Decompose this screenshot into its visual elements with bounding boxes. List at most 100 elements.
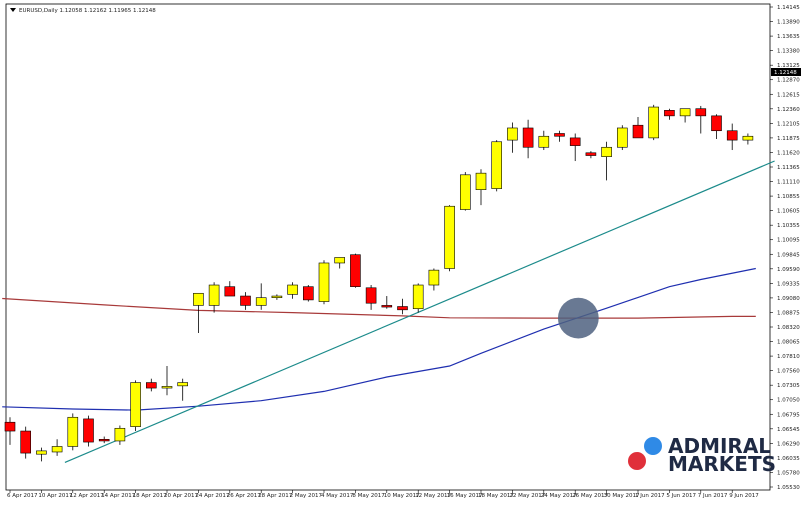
candle (98, 436, 110, 444)
candle-body (428, 269, 440, 286)
x-tick-label: 18 May 2017 (478, 493, 514, 499)
candle (255, 283, 267, 310)
candle-body (475, 172, 487, 190)
y-tick-label: 1.06795 (777, 412, 800, 418)
candle (616, 125, 628, 151)
candle-body (507, 127, 518, 141)
y-tick-label: 1.12870 (777, 78, 800, 84)
y-tick-label: 1.11620 (777, 150, 800, 156)
candle (4, 417, 16, 445)
candle-body (20, 430, 32, 454)
y-tick-label: 1.14145 (777, 5, 800, 11)
candle-body (4, 421, 16, 432)
candle-body (240, 295, 251, 306)
candle-body (255, 297, 267, 306)
x-tick-label: 1 Jun 2017 (635, 493, 665, 499)
candle-body (412, 284, 424, 310)
candle-body (161, 386, 173, 389)
candle (51, 439, 63, 456)
candle (350, 253, 361, 288)
candle (585, 151, 597, 159)
header-triangle-icon (10, 8, 16, 12)
y-tick-label: 1.13380 (777, 49, 800, 55)
candle (381, 296, 393, 309)
x-tick-label: 16 May 2017 (447, 493, 483, 499)
candle (648, 104, 660, 141)
candle (491, 140, 503, 192)
y-tick-label: 1.09845 (777, 252, 800, 258)
candle-body (271, 295, 283, 298)
candle (224, 281, 236, 297)
candle-body (538, 135, 550, 148)
candle-body (397, 306, 408, 311)
y-tick-label: 1.09335 (777, 281, 800, 287)
x-tick-label: 2 May 2017 (290, 493, 323, 499)
candle-body (365, 287, 377, 304)
candle (208, 282, 220, 313)
candle-body (459, 174, 471, 210)
price-label: 1.12148 (771, 68, 801, 76)
y-tick-label: 1.06035 (777, 456, 800, 462)
candle (459, 172, 471, 211)
x-tick-label: 9 Jun 2017 (729, 493, 759, 499)
candle-body (491, 141, 503, 189)
candle (114, 425, 126, 445)
y-tick-label: 1.10855 (777, 194, 800, 200)
y-tick-label: 1.12360 (777, 107, 800, 113)
x-tick-label: 26 Apr 2017 (227, 493, 262, 499)
y-tick-label: 1.09590 (777, 267, 800, 273)
candle (726, 123, 738, 151)
candle (20, 426, 32, 459)
x-tick-label: 26 May 2017 (572, 493, 608, 499)
candle (507, 122, 518, 153)
candle (36, 447, 47, 462)
candle (130, 380, 141, 432)
y-tick-label: 1.10605 (777, 209, 800, 215)
x-tick-label: 20 Apr 2017 (164, 493, 199, 499)
y-tick-label: 1.06290 (777, 441, 800, 447)
candle-body (287, 284, 298, 295)
candle (695, 105, 707, 134)
y-tick-label: 1.07560 (777, 369, 800, 375)
x-tick-label: 28 Apr 2017 (258, 493, 293, 499)
highlight-circle (557, 297, 599, 339)
y-tick-label: 1.08875 (777, 310, 800, 316)
candle-body (51, 446, 63, 453)
candle (177, 378, 188, 401)
y-tick-label: 1.13635 (777, 34, 800, 40)
candle (428, 268, 440, 291)
candle-body (318, 262, 330, 302)
candle (664, 108, 675, 120)
candle-body (679, 108, 691, 117)
candle (240, 292, 251, 310)
y-tick-label: 1.11875 (777, 136, 800, 142)
x-tick-label: 22 May 2017 (509, 493, 545, 499)
candle (271, 294, 283, 300)
candle-body (569, 137, 581, 146)
x-tick-label: 12 Apr 2017 (70, 493, 105, 499)
candle (554, 130, 565, 142)
logo-text-line2: MARKETS (668, 452, 776, 476)
candle-body (616, 127, 628, 148)
candle (146, 378, 157, 392)
logo-red-dot-icon (628, 452, 646, 470)
x-tick-label: 10 May 2017 (384, 493, 420, 499)
candle-body (648, 106, 660, 139)
candle (538, 130, 550, 151)
chart-header: EURUSD,Daily 1.12058 1.12162 1.11965 1.1… (19, 8, 156, 14)
candle-body (177, 382, 188, 387)
y-tick-label: 1.11365 (777, 165, 800, 171)
x-tick-label: 10 Apr 2017 (38, 493, 73, 499)
candle-body (130, 382, 141, 427)
x-tick-label: 12 May 2017 (415, 493, 451, 499)
candle-body (632, 124, 644, 139)
candle (444, 205, 455, 272)
candle-body (146, 382, 157, 389)
current-price-label: 1.12148 (774, 70, 797, 76)
y-tick-label: 1.13890 (777, 20, 800, 26)
candle-body (36, 450, 47, 455)
y-tick-label: 1.05780 (777, 470, 800, 476)
candle-body (224, 286, 236, 297)
